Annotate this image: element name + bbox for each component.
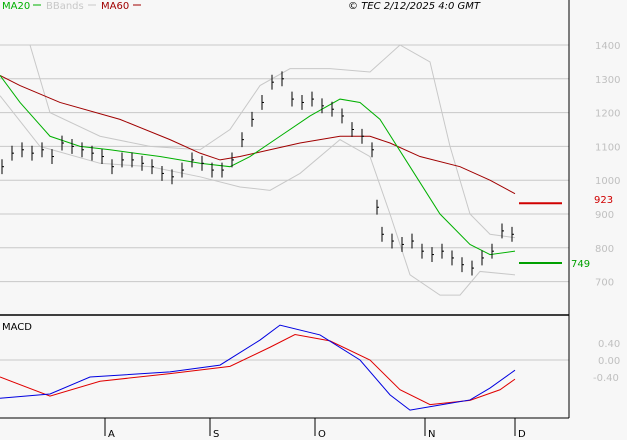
y-tick-label: 800 [595,244,614,255]
x-tick-label: S [213,429,219,440]
ma60-last-value: 923 [594,195,613,206]
macd-y-tick-label: -0.40 [593,373,619,384]
legend-ma20: MA20 [2,1,30,12]
ma20-last-value: 749 [571,259,590,270]
macd-label: MACD [2,322,32,333]
x-tick-label: O [318,429,326,440]
macd-y-tick-label: 0.40 [598,339,620,350]
bbands-upper-line [29,44,516,239]
x-tick-label: N [428,429,435,440]
ma20-line [0,75,516,256]
y-tick-label: 1100 [595,142,620,153]
y-tick-label: 1300 [595,75,620,86]
y-tick-label: 900 [595,210,614,221]
y-tick-label: 1200 [595,109,620,120]
bbands-lower-line [0,95,516,296]
x-tick-label: D [518,429,526,440]
y-tick-label: 1400 [595,41,620,52]
signal-line [0,333,516,406]
legend-ma60: MA60 [101,1,129,12]
legend-bbands: BBands [46,1,84,12]
ma60-line [0,74,516,195]
copyright: © TEC 2/12/2025 4:0 GMT [348,1,481,12]
y-tick-label: 1000 [595,176,620,187]
y-tick-label: 700 [595,278,614,289]
macd-line [0,324,516,411]
x-tick-label: A [108,429,115,440]
macd-y-tick-label: 0.00 [598,356,620,367]
